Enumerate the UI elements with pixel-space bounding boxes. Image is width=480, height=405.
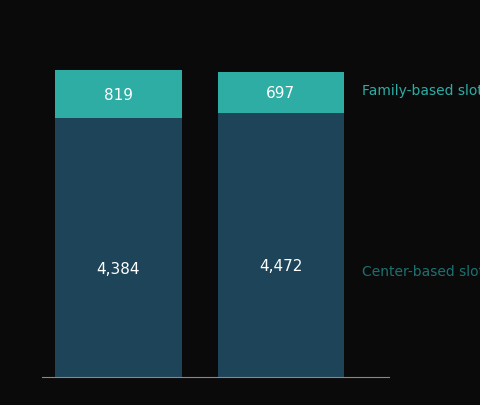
Bar (55, 71, 181, 119)
Bar (218, 114, 344, 377)
Text: 697: 697 (266, 86, 296, 101)
Text: 4,384: 4,384 (96, 261, 140, 276)
Text: Family-based slots: Family-based slots (362, 84, 480, 98)
Text: Center-based slots: Center-based slots (362, 264, 480, 279)
Text: 819: 819 (104, 87, 133, 102)
Bar (55, 119, 181, 377)
Text: 4,472: 4,472 (259, 259, 302, 274)
Bar (218, 73, 344, 114)
